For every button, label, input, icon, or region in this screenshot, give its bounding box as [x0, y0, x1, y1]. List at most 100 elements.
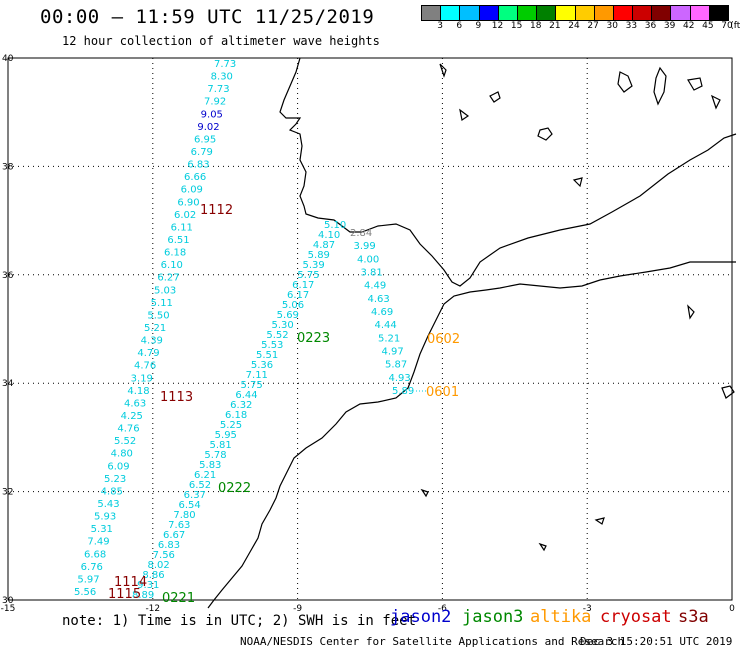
wave-height-label: 8.86 [142, 570, 164, 581]
wave-height-label: 5.89 [392, 386, 414, 397]
lat-tick-label: 36 [2, 271, 14, 281]
lat-tick-label: 30 [2, 596, 14, 606]
island [572, 177, 583, 188]
legend-swatch [498, 6, 518, 20]
wave-height-label: 6.27 [157, 273, 179, 284]
lon-tick-label: -12 [145, 604, 160, 614]
pass-time-label: 0602 [427, 332, 460, 347]
legend-swatch [517, 6, 538, 20]
wave-height-label: 5.51 [256, 350, 278, 361]
sat-jason2: jason2 [390, 607, 452, 627]
wave-height-label: 4.44 [375, 320, 397, 331]
wave-height-label: 5.25 [220, 420, 242, 431]
island [721, 385, 735, 399]
wave-height-label: 4.49 [364, 281, 386, 292]
island [489, 91, 501, 103]
lon-tick-label: -3 [583, 604, 592, 614]
wave-height-label: 6.83 [187, 160, 209, 171]
legend-swatch [460, 6, 480, 20]
lat-tick-label: 32 [2, 488, 13, 498]
coast-africa [207, 261, 736, 609]
wave-height-label: 6.02 [174, 210, 196, 221]
pass-time-label: 1113 [160, 390, 193, 405]
wave-height-label: 6.66 [184, 172, 206, 183]
wave-height-label: 6.44 [235, 390, 257, 401]
wave-height-label: 6.79 [191, 147, 213, 158]
island [617, 71, 633, 93]
wave-height-label: 5.52 [266, 330, 288, 341]
coastline [207, 57, 737, 609]
wave-height-label: 8.89 [132, 590, 154, 601]
legend-swatch [441, 6, 461, 20]
legend-label: 24 [568, 21, 580, 31]
wave-height-label: 5.10 [324, 220, 346, 231]
legend-label: 27 [587, 21, 599, 31]
wave-height-label: 5.93 [94, 512, 116, 523]
wave-height-label: 4.10 [318, 230, 340, 241]
legend-label: 39 [663, 21, 676, 31]
pass-time-label: 0221 [162, 591, 195, 606]
wave-height-label: 5.83 [199, 460, 221, 471]
legend-swatch [709, 6, 728, 20]
wave-height-label: 4.93 [389, 373, 411, 384]
wave-height-label: 6.09 [107, 461, 129, 472]
wave-height-label: 5.36 [251, 360, 273, 371]
legend-swatch [575, 6, 595, 20]
wave-height-label: 4.63 [124, 398, 146, 409]
track-labels: 7.738.307.737.929.059.026.956.796.836.66… [74, 59, 460, 606]
legend-label: 42 [683, 21, 695, 31]
wave-height-label: 7.73 [207, 84, 229, 95]
wave-height-label: 6.67 [163, 530, 185, 541]
wave-height-label: 5.50 [147, 310, 169, 321]
legend-label: 70 [721, 21, 733, 31]
island [653, 66, 667, 106]
wave-height-label: 7.92 [204, 97, 226, 108]
legend-label: 6 [456, 21, 463, 31]
legend-swatch [652, 6, 672, 20]
wave-height-label: 6.10 [161, 260, 183, 271]
island [538, 542, 547, 552]
wave-height-label: 8.30 [211, 72, 233, 83]
wave-height-label: 7.73 [214, 59, 236, 70]
wave-height-label: 7.63 [168, 520, 190, 531]
wave-height-label: 6.32 [230, 400, 252, 411]
wave-height-label: 9.02 [197, 122, 219, 133]
wave-height-label: 4.00 [357, 254, 379, 265]
wave-height-label: 4.87 [313, 240, 335, 251]
wave-height-label: 4.80 [111, 449, 133, 460]
sat-altika: altika [530, 607, 592, 627]
wave-height-label: 5.21 [144, 323, 166, 334]
wave-height-label: 4.79 [137, 348, 159, 359]
wave-height-label: 6.17 [292, 280, 314, 291]
wave-height-label: 4.85 [101, 486, 123, 497]
wave-height-label: 7.80 [173, 510, 195, 521]
wave-height-label: 9.05 [201, 109, 223, 120]
wave-height-label: 6.21 [194, 470, 216, 481]
legend-swatch [671, 6, 691, 20]
wave-height-label: 6.17 [287, 290, 309, 301]
wave-height-label: 5.31 [91, 524, 113, 535]
wave-height-label: 4.25 [121, 411, 143, 422]
legend-swatch [633, 6, 653, 20]
legend-label: (ft) [730, 21, 740, 31]
sat-cryosat: cryosat [600, 607, 672, 627]
lat-tick-label: 38 [2, 162, 14, 172]
pass-time-label: 0223 [297, 331, 330, 346]
coast-iberia [279, 57, 737, 287]
wave-height-label: 3.19 [131, 373, 153, 384]
pass-time-label: 1115 [108, 587, 141, 602]
map-subtitle: 12 hour collection of altimeter wave hei… [62, 34, 380, 48]
pass-time-label: 1112 [200, 203, 233, 218]
wave-height-label: 4.76 [134, 361, 156, 372]
legend-label: 18 [530, 21, 542, 31]
wave-height-label: 6.95 [194, 134, 216, 145]
wave-height-label: 3.81 [361, 268, 383, 279]
wave-height-label: 4.63 [368, 294, 390, 305]
wave-height-label: 6.37 [184, 490, 206, 501]
legend-label: 45 [702, 21, 714, 31]
wave-height-label: 5.87 [385, 360, 407, 371]
wave-height-label: 5.95 [215, 430, 237, 441]
wave-height-label: 6.52 [189, 480, 211, 491]
pass-time-label: 1114 [114, 575, 147, 590]
